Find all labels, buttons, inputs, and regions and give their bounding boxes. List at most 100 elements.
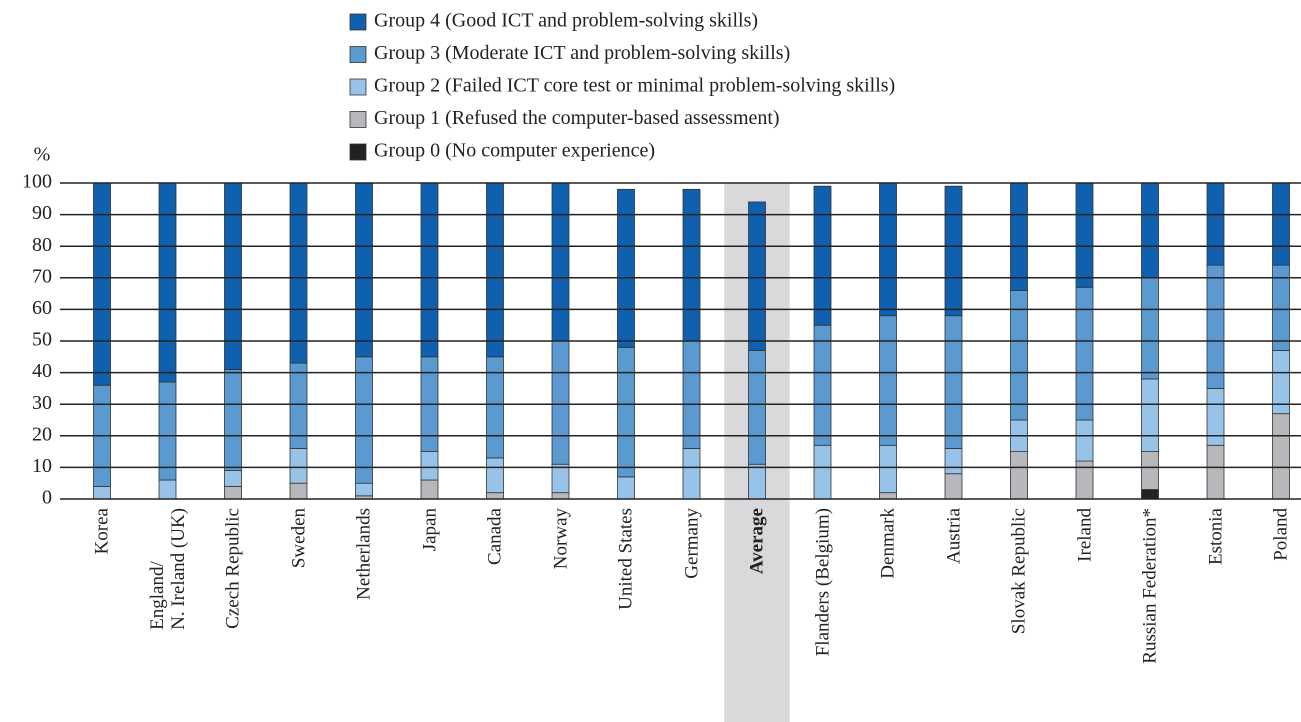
bar-segment xyxy=(1206,182,1225,266)
grid xyxy=(60,182,1301,500)
x-tick-label: Netherlands xyxy=(353,508,375,600)
bar-segment xyxy=(748,350,766,465)
bar-segment xyxy=(289,448,308,484)
bar-segment xyxy=(813,444,832,500)
y-tick-label: 20 xyxy=(32,423,52,445)
bar-segment xyxy=(93,182,111,386)
bar-segment xyxy=(1010,182,1028,291)
bar-segment xyxy=(617,476,635,500)
bar-segment xyxy=(1141,182,1159,279)
bar-segment xyxy=(748,201,766,351)
bar-segment xyxy=(1075,419,1094,462)
legend-swatch xyxy=(349,78,367,96)
bar-segment xyxy=(1141,277,1159,380)
bar-segment xyxy=(879,492,897,500)
y-tick-label: 80 xyxy=(32,234,52,256)
bar-segment xyxy=(420,451,439,481)
bar-segment xyxy=(355,182,373,358)
bar-segment xyxy=(879,444,897,494)
bar-segment xyxy=(1075,182,1094,288)
bar-segment xyxy=(617,188,635,348)
x-tick-label: Canada xyxy=(484,508,506,565)
y-tick-label: 0 xyxy=(42,487,52,509)
bar-segment xyxy=(289,482,308,500)
bar-segment xyxy=(1272,182,1290,266)
y-tick-label: 100 xyxy=(22,171,52,193)
bar-segment xyxy=(289,182,308,364)
legend-swatch xyxy=(349,46,367,63)
bar-segment xyxy=(355,356,373,484)
bar-segment xyxy=(1206,444,1225,500)
x-tick-label: Japan xyxy=(419,508,440,552)
x-tick-label: Slovak Republic xyxy=(1008,508,1030,635)
x-tick-label: Ireland xyxy=(1074,508,1095,562)
x-tick-label: Estonia xyxy=(1205,508,1226,565)
x-tick-label: Germany xyxy=(681,508,702,579)
bar-segment xyxy=(1075,286,1094,421)
bar-segment xyxy=(224,470,242,487)
x-tick-label: England/ N. Ireland (UK) xyxy=(146,508,189,630)
y-tick-label: 70 xyxy=(32,265,52,287)
bar-segment xyxy=(813,185,832,326)
legend-label: Group 3 (Moderate ICT and problem-solvin… xyxy=(374,42,790,64)
x-tick-label: Flanders (Belgium) xyxy=(812,508,833,657)
bar-segment xyxy=(158,182,177,383)
legend-label: Group 2 (Failed ICT core test or minimal… xyxy=(374,75,895,97)
bar-segment xyxy=(551,492,570,500)
bar-segment xyxy=(748,463,766,500)
bar-segment xyxy=(224,485,242,500)
bar-segment xyxy=(224,369,242,471)
bar-segment xyxy=(420,479,439,500)
bar-segment xyxy=(551,463,570,494)
bar-segment xyxy=(1272,413,1290,500)
bar-segment xyxy=(158,381,177,481)
y-tick-label: 10 xyxy=(32,455,52,477)
bar-segment xyxy=(486,182,504,358)
y-tick-label: 90 xyxy=(32,202,52,224)
bar-segment xyxy=(813,324,832,446)
y-tick-label: 30 xyxy=(32,392,52,414)
bar-segment xyxy=(682,188,701,342)
bar-segment xyxy=(1141,378,1159,453)
x-tick-label: Russian Federation* xyxy=(1139,508,1161,664)
bar-segment xyxy=(93,485,111,500)
bar-segment xyxy=(355,482,373,497)
x-tick-label: Czech Republic xyxy=(222,508,244,629)
bar-segment xyxy=(1010,451,1028,500)
bar-segment xyxy=(617,346,635,478)
bar-segment xyxy=(879,315,897,446)
bar-segment xyxy=(944,185,963,317)
legend-swatch xyxy=(349,111,367,128)
bar-segment xyxy=(1141,489,1159,500)
x-tick-label: Austria xyxy=(943,508,964,564)
bar-segment xyxy=(682,340,701,449)
x-tick-label: Poland xyxy=(1270,508,1292,561)
bar-segment xyxy=(551,182,570,342)
bar-segment xyxy=(1206,264,1225,389)
legend-swatch xyxy=(349,143,367,161)
bar-segment xyxy=(551,340,570,465)
y-tick-label: 40 xyxy=(32,360,52,382)
bar-segment xyxy=(486,457,504,494)
bar-segment xyxy=(879,182,897,317)
bar-segment xyxy=(944,473,963,500)
y-tick-label: 60 xyxy=(32,297,52,319)
x-tick-label: Average xyxy=(746,508,768,575)
y-tick-label: 50 xyxy=(32,329,52,351)
x-tick-label: Sweden xyxy=(288,508,309,569)
legend-label: Group 1 (Refused the computer-based asse… xyxy=(374,107,780,129)
x-tick-label: United States xyxy=(615,508,637,610)
x-tick-label: Korea xyxy=(91,508,113,555)
legend-label: Group 4 (Good ICT and problem-solving sk… xyxy=(374,10,758,32)
y-axis-label: % xyxy=(34,144,51,166)
bars xyxy=(93,182,1290,500)
bar-segment xyxy=(486,492,504,500)
legend-label: Group 0 (No computer experience) xyxy=(374,140,655,162)
bar-segment xyxy=(1141,451,1159,490)
bar-segment xyxy=(1206,387,1225,446)
bar-segment xyxy=(944,315,963,449)
bar-segment xyxy=(158,479,177,500)
bar-segment xyxy=(420,182,439,358)
